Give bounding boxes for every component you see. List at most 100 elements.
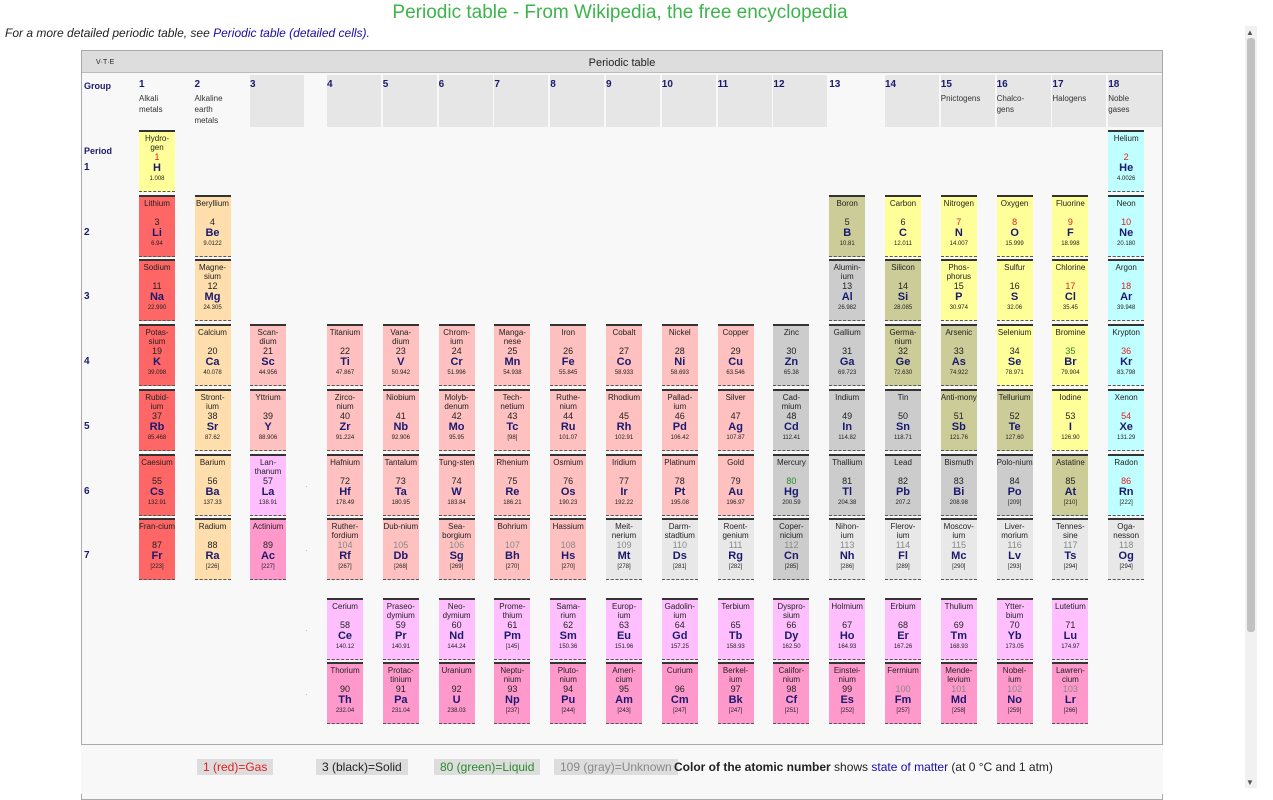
element-cell-yb[interactable]: Ytter-bium 70 Yb 173.05 — [996, 598, 1033, 660]
element-cell-tl[interactable]: Thallium 81 Tl 204.38 — [829, 453, 866, 516]
element-cell-fl[interactable]: Flerov-ium 114 Fl [289] — [885, 518, 921, 581]
element-cell-sb[interactable]: Anti-mony 51 Sb 121.76 — [940, 388, 977, 451]
element-cell-lv[interactable]: Liver-morium 116 Lv [293] — [996, 518, 1033, 581]
element-cell-ho[interactable]: Holmium 67 Ho 164.93 — [829, 598, 866, 660]
element-cell-ar[interactable]: Argon 18 Ar 39.948 — [1108, 259, 1145, 322]
element-cell-bi[interactable]: Bismuth 83 Bi 208.98 — [940, 453, 977, 516]
scroll-up-arrow-icon[interactable]: ▲ — [1246, 28, 1254, 37]
element-cell-bk[interactable]: Berkel-ium 97 Bk [247] — [717, 662, 754, 724]
group-number[interactable]: 4 — [327, 79, 333, 90]
element-cell-ta[interactable]: Tantalum 73 Ta 180.95 — [382, 453, 419, 516]
element-cell-pm[interactable]: Prome-thium 61 Pm [145] — [494, 598, 531, 660]
period-number[interactable]: 2 — [84, 226, 90, 238]
element-cell-cf[interactable]: Califor-nium 98 Cf [251] — [773, 662, 810, 724]
element-cell-cu[interactable]: Copper 29 Cu 63.546 — [717, 324, 754, 387]
group-note[interactable]: Halogens — [1052, 94, 1087, 103]
group-number[interactable]: 18 — [1108, 79, 1120, 90]
element-cell-cr[interactable]: Chrom-ium 24 Cr 51.996 — [438, 324, 475, 387]
element-cell-la[interactable]: Lan-thanum 57 La 138.91 — [250, 453, 286, 516]
element-cell-bh[interactable]: Bohrium 107 Bh [270] — [494, 518, 531, 581]
element-cell-tc[interactable]: Tech-netium 43 Tc [98] — [494, 388, 531, 451]
group-number[interactable]: 10 — [661, 79, 673, 90]
element-cell-es[interactable]: Einstei-nium 99 Es [252] — [829, 662, 866, 724]
group-number[interactable]: 11 — [717, 79, 729, 90]
element-cell-te[interactable]: Tellurium 52 Te 127.60 — [996, 388, 1033, 451]
element-cell-tb[interactable]: Terbium 65 Tb 158.93 — [717, 598, 754, 660]
element-cell-am[interactable]: Ameri-cium 95 Am [243] — [606, 662, 642, 724]
period-number[interactable]: 3 — [84, 291, 90, 303]
element-cell-pt[interactable]: Platinum 78 Pt 195.08 — [661, 453, 698, 516]
element-cell-h[interactable]: Hydro-gen 1 H 1.008 — [139, 130, 175, 192]
element-cell-hg[interactable]: Mercury 80 Hg 200.59 — [773, 453, 810, 516]
element-cell-ge[interactable]: Germa-nium 32 Ge 72.630 — [885, 324, 921, 387]
element-cell-f[interactable]: Fluorine 9 F 18.998 — [1052, 194, 1089, 257]
element-cell-gd[interactable]: Gadolin-ium 64 Gd 157.25 — [661, 598, 698, 660]
element-cell-v[interactable]: Vana-dium 23 V 50.942 — [382, 324, 419, 387]
group-number[interactable]: 3 — [250, 79, 256, 90]
group-number[interactable]: 7 — [494, 79, 500, 90]
element-cell-fm[interactable]: Fermium 100 Fm [257] — [885, 662, 921, 724]
element-cell-cs[interactable]: Caesium 55 Cs 132.91 — [139, 453, 175, 516]
element-cell-ir[interactable]: Iridium 77 Ir 192.22 — [606, 453, 642, 516]
group-number[interactable]: 12 — [773, 79, 785, 90]
element-cell-pr[interactable]: Praseo-dymium 59 Pr 140.91 — [382, 598, 419, 660]
element-cell-th[interactable]: Thorium 90 Th 232.04 — [327, 662, 363, 724]
group-number[interactable]: 8 — [550, 79, 556, 90]
group-number[interactable]: 15 — [940, 79, 952, 90]
element-cell-tm[interactable]: Thulium 69 Tm 168.93 — [940, 598, 977, 660]
element-cell-y[interactable]: Yttrium 39 Y 88.906 — [250, 388, 286, 451]
element-cell-sn[interactable]: Tin 50 Sn 118.71 — [885, 388, 921, 451]
element-cell-fe[interactable]: Iron 26 Fe 55.845 — [550, 324, 587, 387]
element-cell-pa[interactable]: Protac-tinium 91 Pa 231.04 — [382, 662, 419, 724]
element-cell-ca[interactable]: Calcium 20 Ca 40.078 — [194, 324, 231, 387]
element-cell-rf[interactable]: Ruther-fordium 104 Rf [267] — [327, 518, 363, 581]
element-cell-se[interactable]: Selenium 34 Se 78.971 — [996, 324, 1033, 387]
element-cell-si[interactable]: Silicon 14 Si 28.085 — [885, 259, 921, 322]
element-cell-ra[interactable]: Radium 88 Ra [226] — [194, 518, 231, 581]
element-cell-rg[interactable]: Roent-genium 111 Rg [282] — [717, 518, 754, 581]
group-number[interactable]: 6 — [438, 79, 445, 90]
period-number[interactable]: 5 — [84, 420, 90, 432]
element-cell-ti[interactable]: Titanium 22 Ti 47.867 — [327, 324, 363, 387]
period-number[interactable]: 6 — [84, 485, 90, 497]
element-cell-ga[interactable]: Gallium 31 Ga 69.723 — [829, 324, 866, 387]
element-cell-ru[interactable]: Ruthe-nium 44 Ru 101.07 — [550, 388, 587, 451]
element-cell-pu[interactable]: Pluto-nium 94 Pu [244] — [550, 662, 587, 724]
element-cell-lr[interactable]: Lawren-cium 103 Lr [266] — [1052, 662, 1089, 724]
element-cell-s[interactable]: Sulfur 16 S 32.06 — [996, 259, 1033, 322]
group-note[interactable]: Pnictogens — [940, 94, 981, 103]
element-cell-cl[interactable]: Chlorine 17 Cl 35.45 — [1052, 259, 1089, 322]
period-number[interactable]: 1 — [84, 162, 90, 173]
element-cell-xe[interactable]: Xenon 54 Xe 131.29 — [1108, 388, 1145, 451]
element-cell-u[interactable]: Uranium 92 U 238.03 — [438, 662, 475, 724]
element-cell-cn[interactable]: Coper-nicium 112 Cn [285] — [773, 518, 810, 581]
element-cell-sm[interactable]: Sama-rium 62 Sm 150.36 — [550, 598, 587, 660]
element-cell-rn[interactable]: Radon 86 Rn [222] — [1108, 453, 1145, 516]
element-cell-rb[interactable]: Rubid-ium 37 Rb 85.468 — [139, 388, 175, 451]
period-number[interactable]: 7 — [84, 550, 90, 562]
element-cell-kr[interactable]: Krypton 36 Kr 83.798 — [1108, 324, 1145, 387]
element-cell-md[interactable]: Mende-levium 101 Md [258] — [940, 662, 977, 724]
group-number[interactable]: 2 — [194, 79, 201, 90]
group-number[interactable]: 5 — [382, 79, 389, 90]
element-cell-c[interactable]: Carbon 6 C 12.011 — [885, 194, 921, 257]
element-cell-i[interactable]: Iodine 53 I 126.90 — [1052, 388, 1089, 451]
element-cell-mt[interactable]: Meit-nerium 109 Mt [278] — [606, 518, 642, 581]
element-cell-zn[interactable]: Zinc 30 Zn 65.38 — [773, 324, 810, 387]
element-cell-ac[interactable]: Actinium 89 Ac [227] — [250, 518, 286, 581]
element-cell-sc[interactable]: Scan-dium 21 Sc 44.956 — [250, 324, 286, 387]
element-cell-sr[interactable]: Stront-ium 38 Sr 87.62 — [194, 388, 231, 451]
element-cell-at[interactable]: Astatine 85 At [210] — [1052, 453, 1089, 516]
element-cell-ne[interactable]: Neon 10 Ne 20.180 — [1108, 194, 1145, 257]
vte-links[interactable]: V·T·E — [96, 59, 115, 66]
element-cell-ce[interactable]: Cerium 58 Ce 140.12 — [327, 598, 363, 660]
element-cell-mo[interactable]: Molyb-denum 42 Mo 95.95 — [438, 388, 475, 451]
element-cell-sg[interactable]: Sea-borgium 106 Sg [269] — [438, 518, 475, 581]
element-cell-na[interactable]: Sodium 11 Na 22.990 — [139, 259, 175, 322]
element-cell-k[interactable]: Potas-sium 19 K 39.098 — [139, 324, 175, 387]
element-cell-mn[interactable]: Manga-nese 25 Mn 54.938 — [494, 324, 531, 387]
element-cell-og[interactable]: Oga-nesson 118 Og [294] — [1108, 518, 1145, 581]
element-cell-nb[interactable]: Niobium 41 Nb 92.906 — [382, 388, 419, 451]
element-cell-po[interactable]: Polo-nium 84 Po [209] — [996, 453, 1033, 516]
detailed-cells-link[interactable]: Periodic table (detailed cells) — [213, 26, 367, 40]
